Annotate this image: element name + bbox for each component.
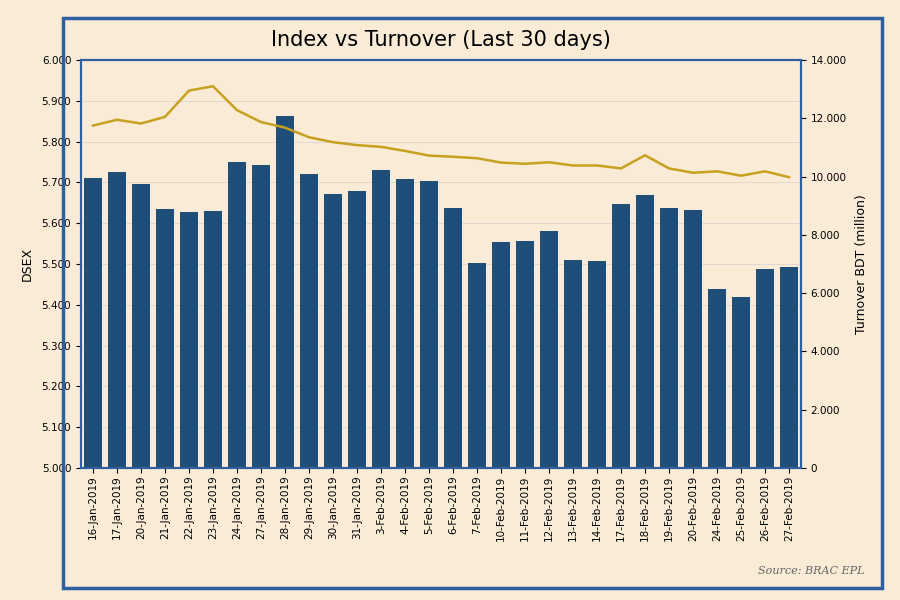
Bar (684, 210, 702, 468)
Bar (660, 208, 678, 468)
Bar (444, 208, 462, 468)
Bar (324, 194, 342, 468)
Bar (540, 230, 558, 468)
Bar (564, 260, 582, 468)
Bar (780, 267, 798, 468)
Bar (300, 174, 318, 468)
Y-axis label: Turnover BDT (million): Turnover BDT (million) (855, 194, 868, 334)
Bar (468, 263, 486, 468)
Bar (756, 269, 774, 468)
Bar (372, 170, 390, 468)
Bar (588, 261, 606, 468)
Title: Index vs Turnover (Last 30 days): Index vs Turnover (Last 30 days) (271, 30, 611, 50)
Y-axis label: DSEX: DSEX (21, 247, 33, 281)
Bar (636, 196, 654, 468)
Bar (276, 116, 294, 468)
Bar (516, 241, 534, 468)
Bar (396, 179, 414, 468)
Bar (420, 181, 438, 468)
Bar (108, 172, 126, 468)
Bar (252, 165, 270, 468)
Bar (156, 209, 174, 468)
Bar (228, 162, 246, 468)
Bar (708, 289, 726, 468)
Bar (204, 211, 222, 468)
Bar (612, 203, 630, 468)
Bar (348, 191, 366, 468)
Bar (180, 212, 198, 468)
Bar (732, 298, 750, 468)
Bar (132, 184, 150, 468)
Bar (492, 242, 510, 468)
Bar (84, 178, 102, 468)
Text: Source: BRAC EPL: Source: BRAC EPL (758, 566, 864, 576)
